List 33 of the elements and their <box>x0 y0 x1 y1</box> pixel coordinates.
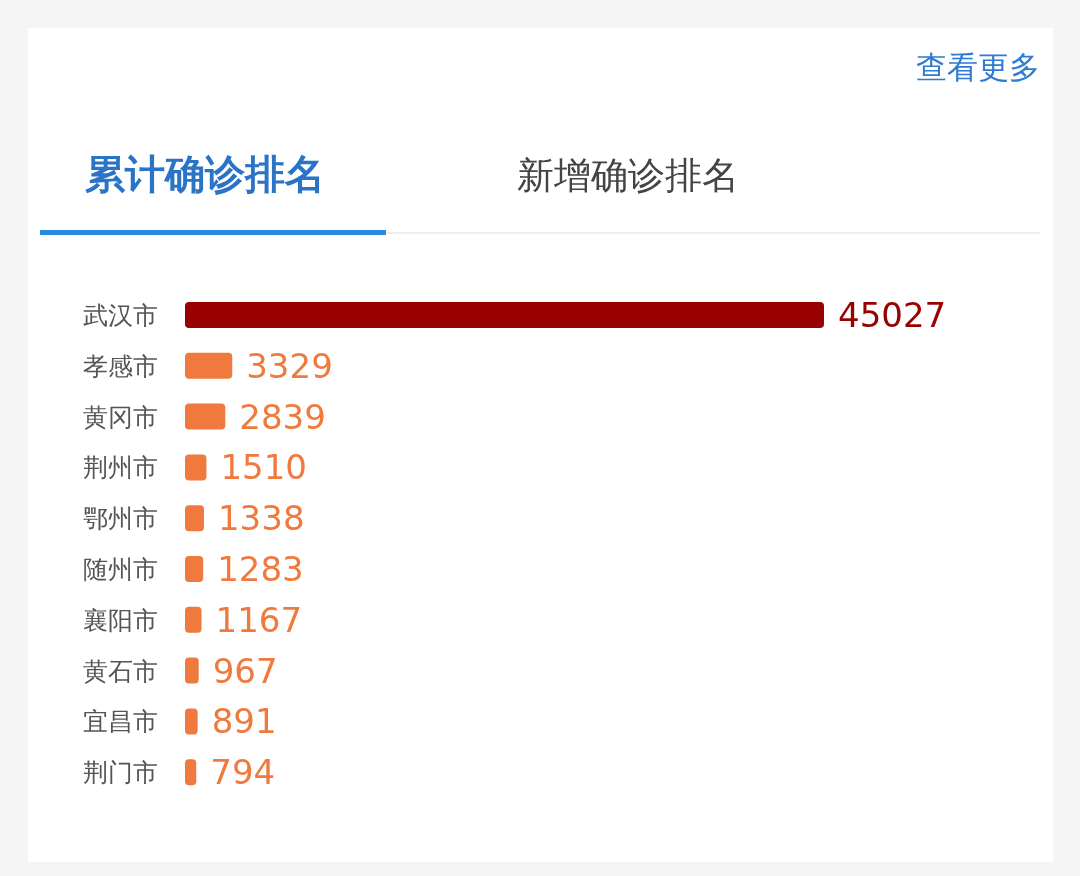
bar <box>185 606 202 633</box>
bar <box>185 556 204 582</box>
y-tick-label: 荆州市 <box>83 453 158 483</box>
bar <box>185 352 233 379</box>
data-label: 1510 <box>220 447 307 488</box>
y-tick-label: 黄冈市 <box>83 402 158 432</box>
y-tick-label: 鄂州市 <box>83 504 158 534</box>
bar <box>185 454 207 481</box>
text: 新增确诊排名 <box>517 154 739 197</box>
data-label: 2839 <box>239 396 326 437</box>
data-label: 1167 <box>215 599 303 640</box>
y-tick-label: 襄阳市 <box>83 605 158 635</box>
data-label: 891 <box>211 701 277 742</box>
data-label: 1338 <box>217 498 305 539</box>
bar <box>185 302 824 328</box>
y-tick-label: 黄石市 <box>83 656 158 686</box>
bar <box>185 403 226 430</box>
data-label: 794 <box>210 752 276 793</box>
bar <box>185 657 199 684</box>
data-label: 967 <box>212 650 278 691</box>
y-tick-label: 随州市 <box>83 555 158 584</box>
bar <box>185 759 197 786</box>
chart-title: 累计确诊排名 <box>85 151 325 197</box>
data-label: 1283 <box>217 549 304 589</box>
y-tick-label: 武汉市 <box>83 301 158 330</box>
y-tick-label: 荆门市 <box>83 758 158 788</box>
bar <box>185 708 198 735</box>
y-tick-label: 孝感市 <box>83 351 158 381</box>
text: 查看更多 <box>916 49 1040 85</box>
data-label: 45027 <box>838 295 947 335</box>
data-label: 3329 <box>246 345 333 386</box>
bar <box>185 505 204 532</box>
y-tick-label: 宜昌市 <box>83 707 158 737</box>
